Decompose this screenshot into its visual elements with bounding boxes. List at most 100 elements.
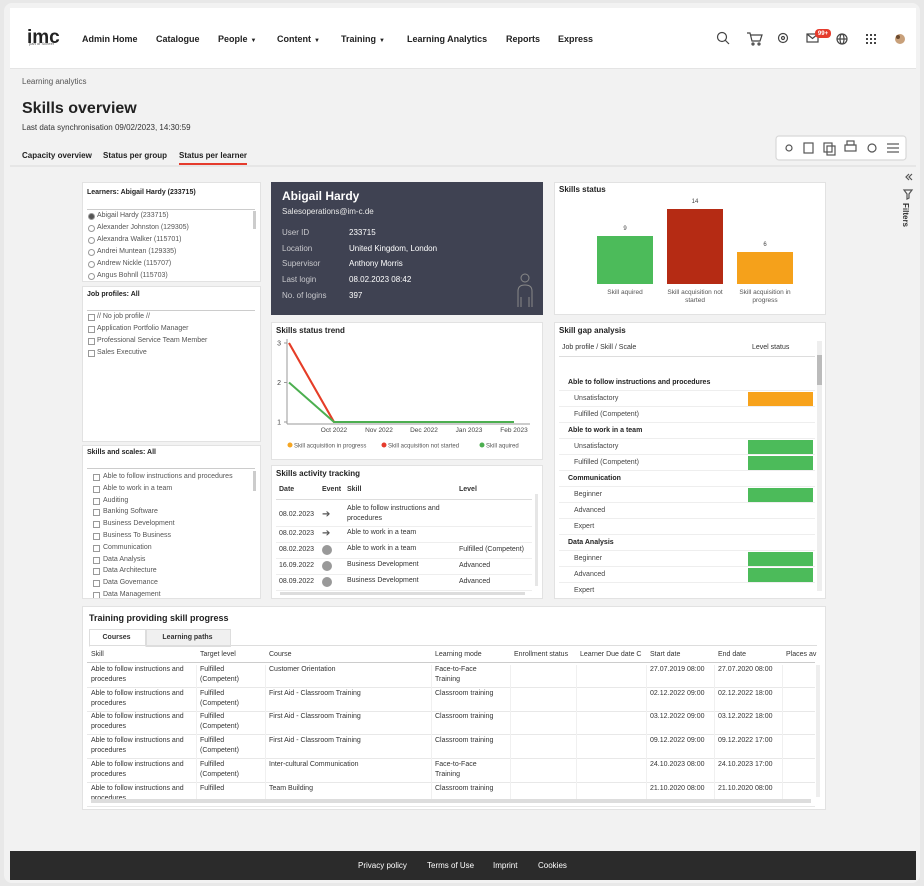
skill-option[interactable]: Able to follow instructions and procedur… — [103, 473, 233, 480]
nav-item[interactable]: People ▼ — [218, 34, 257, 44]
checkbox[interactable] — [93, 533, 100, 540]
checkbox[interactable] — [93, 580, 100, 588]
learner-option[interactable]: Alexander Johnston (129305) — [97, 224, 189, 231]
nav-item[interactable]: Express — [558, 34, 594, 44]
job-profile-option[interactable]: Sales Executive — [97, 349, 147, 356]
learner-option[interactable]: Andrew Nickle (115707) — [97, 260, 172, 267]
gap-scale: Unsatisfactory — [574, 443, 619, 450]
nav-item[interactable]: Learning Analytics — [407, 34, 488, 44]
checkbox[interactable] — [93, 497, 100, 505]
column-header[interactable]: Target level — [200, 651, 236, 658]
nav-item[interactable]: Content ▼ — [277, 34, 320, 44]
column-header[interactable]: Places av — [786, 651, 817, 658]
skill-option[interactable]: Auditing — [103, 496, 129, 504]
column-header[interactable]: Start date — [650, 651, 681, 658]
gap-scale: Unsatisfactory — [574, 395, 619, 402]
checkbox[interactable] — [88, 326, 95, 333]
checkbox[interactable] — [93, 592, 100, 598]
sub-tab-label[interactable]: Learning paths — [162, 634, 213, 641]
skill-option[interactable]: Data Analysis — [103, 555, 146, 563]
radio[interactable] — [88, 273, 95, 280]
footer-link[interactable]: Imprint — [493, 861, 518, 870]
dropdown-caret[interactable]: ▼ — [379, 38, 385, 44]
column-line — [782, 665, 783, 799]
checkbox[interactable] — [93, 568, 100, 576]
checkbox[interactable] — [88, 338, 95, 345]
sub-tab[interactable] — [89, 629, 146, 647]
table-cell: Classroom training — [435, 689, 494, 697]
cell-skill: Able to follow instructions and procedur… — [347, 505, 440, 522]
column-line — [196, 665, 197, 799]
skill-option[interactable]: Data Management — [103, 591, 161, 598]
skill-option[interactable]: Business To Business — [103, 532, 171, 539]
job-profile-option[interactable]: // No job profile // — [97, 313, 150, 320]
checkbox[interactable] — [93, 544, 100, 552]
checkbox[interactable] — [93, 556, 100, 564]
radio[interactable] — [88, 249, 95, 256]
bar — [737, 251, 793, 284]
table-cell: First Aid - Classroom Training — [269, 689, 361, 697]
skill-option[interactable]: Communication — [103, 543, 152, 551]
learner-option[interactable]: Andrei Muntean (129335) — [97, 248, 177, 255]
job-profile-option[interactable]: Professional Service Team Member — [97, 337, 208, 344]
skill-option[interactable]: Data Architecture — [103, 567, 157, 575]
column-header[interactable]: Level — [459, 486, 477, 493]
cell-level: Advanced — [459, 578, 491, 585]
radio[interactable] — [88, 225, 95, 232]
nav-item[interactable]: Catalogue — [156, 34, 200, 44]
footer-link[interactable]: Terms of Use — [427, 861, 475, 870]
column-header[interactable]: Date — [279, 486, 295, 493]
checkbox[interactable] — [93, 485, 100, 493]
nav-item[interactable]: Admin Home — [82, 34, 138, 44]
tab[interactable]: Capacity overview — [22, 151, 92, 160]
row-line — [87, 710, 815, 712]
skill-option[interactable]: Able to work in a team — [103, 484, 173, 492]
checkbox[interactable] — [93, 509, 100, 517]
column-header[interactable]: Learning mode — [435, 651, 482, 658]
column-header[interactable]: Event — [322, 486, 342, 493]
panel-title: Skills status trend — [276, 326, 345, 335]
table-cell: 09.12.2022 17:00 — [718, 737, 773, 745]
row-line — [87, 805, 815, 807]
radio[interactable] — [88, 261, 95, 268]
skill-option[interactable]: Banking Software — [103, 508, 158, 516]
row-line — [87, 687, 815, 688]
filters-toggle[interactable]: Filters — [901, 202, 911, 228]
column-header[interactable]: Course — [269, 651, 292, 658]
dropdown-caret[interactable]: ▼ — [250, 38, 257, 44]
row-line — [559, 598, 815, 599]
breadcrumb[interactable]: Learning analytics — [22, 77, 87, 86]
tab[interactable]: Status per learner — [179, 150, 248, 165]
job-profile-option[interactable]: Application Portfolio Manager — [97, 325, 189, 332]
radio[interactable] — [88, 237, 95, 244]
checkbox[interactable] — [93, 474, 100, 481]
notification-badge[interactable]: 99+ — [817, 31, 829, 37]
footer-link[interactable]: Cookies — [538, 861, 567, 870]
sub-tab[interactable] — [146, 629, 231, 647]
learner-option[interactable]: Angus Bohnll (115703) — [97, 272, 168, 279]
footer-link[interactable]: Privacy policy — [358, 861, 407, 870]
learner-option[interactable]: Alexandra Walker (115701) — [97, 236, 182, 243]
sub-tab-label[interactable]: Courses — [102, 634, 131, 641]
learner-option[interactable]: Abigail Hardy (233715) — [97, 212, 169, 219]
tab[interactable]: Status per group — [103, 151, 168, 160]
column-header[interactable]: Enrollment status — [514, 651, 569, 658]
row-line — [559, 566, 815, 567]
footer-bar — [10, 851, 916, 880]
nav-item[interactable]: Reports — [506, 34, 541, 44]
checkbox[interactable] — [88, 314, 95, 321]
column-line — [510, 665, 511, 799]
job-profiles-panel: Job profiles: All // No job profile // App… — [82, 286, 261, 442]
column-header[interactable]: End date — [718, 651, 747, 658]
column-header[interactable]: Skill — [347, 486, 362, 493]
radio[interactable] — [88, 213, 95, 220]
column-header[interactable]: Skill — [91, 651, 104, 658]
field-label: Location — [282, 243, 313, 253]
skill-option[interactable]: Data Governance — [103, 579, 158, 587]
dropdown-caret[interactable]: ▼ — [314, 38, 320, 44]
skill-option[interactable]: Business Development — [103, 520, 175, 528]
checkbox[interactable] — [93, 521, 100, 529]
checkbox[interactable] — [88, 350, 95, 357]
column-header[interactable]: Learner Due date C — [580, 651, 642, 658]
nav-item[interactable]: Training ▼ — [341, 34, 385, 44]
